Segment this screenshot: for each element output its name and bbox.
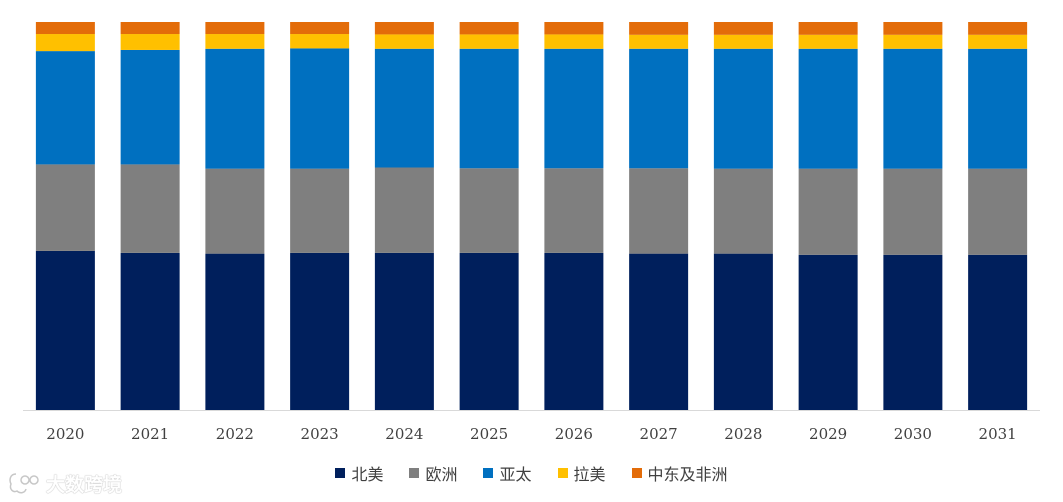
bar-segment-2024-4	[374, 22, 434, 35]
bar-segment-2031-4	[968, 22, 1028, 35]
legend-swatch	[335, 468, 346, 478]
x-tick-label: 2029	[809, 425, 847, 443]
bar-segment-2022-3	[205, 34, 265, 49]
bar-segment-2021-4	[120, 22, 180, 35]
bar-segment-2029-3	[798, 34, 858, 49]
bar-segment-2026-2	[544, 48, 604, 169]
x-tick-label: 2025	[470, 425, 508, 443]
bar-segment-2025-0	[459, 252, 519, 410]
bar-segment-2023-2	[290, 48, 350, 169]
bar-segment-2020-3	[35, 34, 95, 52]
stacked-bar-chart: 2020 2021 2022 2023 2024 2025 2026 2027 2028 2029…	[23, 22, 1040, 443]
bar-segment-2027-4	[629, 22, 689, 35]
bar-segment-2026-3	[544, 34, 604, 49]
legend-swatch	[557, 468, 568, 478]
x-tick-label: 2020	[46, 425, 84, 443]
bar-segment-2030-4	[883, 22, 943, 35]
bar-segment-2021-2	[120, 49, 180, 165]
watermark: 大数跨境	[8, 470, 122, 497]
bar-segment-2025-2	[459, 48, 519, 169]
bar-segment-2024-3	[374, 34, 434, 49]
bar-segment-2026-4	[544, 22, 604, 35]
legend-label: 北美	[351, 465, 384, 484]
bar-segment-2024-1	[374, 167, 434, 253]
bar-segment-2031-1	[968, 168, 1028, 255]
legend-item: 亚太	[483, 461, 532, 485]
bars-group	[35, 22, 1028, 410]
bar-segment-2030-2	[883, 48, 943, 169]
legend-label: 亚太	[499, 465, 532, 484]
bar-segment-2022-2	[205, 48, 265, 169]
bar-segment-2022-0	[205, 253, 265, 410]
bar-segment-2027-0	[629, 253, 689, 410]
bar-segment-2024-0	[374, 252, 434, 410]
bar-segment-2030-1	[883, 168, 943, 255]
bar-segment-2026-1	[544, 168, 604, 253]
bar-segment-2028-0	[713, 253, 773, 410]
bar-segment-2022-1	[205, 168, 265, 254]
bar-segment-2022-4	[205, 22, 265, 35]
bar-segment-2024-2	[374, 48, 434, 168]
bar-segment-2028-3	[713, 34, 773, 49]
bar-segment-2027-3	[629, 34, 689, 49]
bar-segment-2031-2	[968, 48, 1028, 169]
x-tick-label: 2021	[131, 425, 169, 443]
legend-label: 拉美	[573, 465, 606, 484]
bar-segment-2029-1	[798, 168, 858, 255]
bar-segment-2028-4	[713, 22, 773, 35]
bar-segment-2023-0	[290, 252, 350, 410]
legend-item: 北美	[335, 461, 383, 485]
x-tick-label: 2028	[724, 425, 762, 443]
bar-segment-2023-4	[290, 22, 350, 35]
x-tick-label: 2022	[216, 425, 254, 443]
x-tick-label: 2027	[640, 425, 678, 443]
x-tick-label: 2030	[894, 425, 932, 443]
legend-swatch	[631, 468, 642, 478]
bar-segment-2021-3	[120, 34, 180, 50]
bar-segment-2025-4	[459, 22, 519, 35]
bar-segment-2020-2	[35, 51, 95, 165]
bar-segment-2030-3	[883, 34, 943, 49]
legend-item: 欧洲	[409, 461, 457, 485]
bar-segment-2027-1	[629, 168, 689, 254]
bar-segment-2027-2	[629, 48, 689, 169]
legend-label: 中东及非洲	[647, 465, 728, 484]
legend: 北美 欧洲 亚太 拉美 中东及非洲	[0, 461, 1063, 485]
bar-segment-2025-3	[459, 34, 519, 49]
bar-segment-2023-3	[290, 34, 350, 49]
bar-segment-2028-2	[713, 48, 773, 169]
bar-segment-2020-1	[35, 164, 95, 251]
bar-segment-2020-0	[35, 250, 95, 410]
bar-segment-2020-4	[35, 22, 95, 35]
bar-segment-2025-1	[459, 168, 519, 253]
legend-swatch	[483, 468, 494, 478]
legend-label: 欧洲	[425, 465, 458, 484]
x-tick-label: 2031	[979, 425, 1017, 443]
watermark-text: 大数跨境	[46, 474, 123, 496]
x-tick-labels: 2020 2021 2022 2023 2024 2025 2026 2027 2028 2029…	[46, 425, 1016, 443]
bar-segment-2021-0	[120, 252, 180, 410]
legend-swatch	[409, 468, 420, 478]
x-tick-label: 2023	[301, 425, 339, 443]
x-tick-label: 2026	[555, 425, 593, 443]
legend-item: 中东及非洲	[631, 461, 728, 485]
bar-segment-2023-1	[290, 168, 350, 253]
bar-segment-2028-1	[713, 168, 773, 254]
legend-item: 拉美	[557, 461, 606, 485]
x-tick-label: 2024	[385, 425, 423, 443]
bar-segment-2029-2	[798, 48, 858, 169]
bar-segment-2031-3	[968, 34, 1028, 49]
bar-segment-2026-0	[544, 252, 604, 410]
bar-segment-2021-1	[120, 164, 180, 253]
bar-segment-2029-4	[798, 22, 858, 35]
bar-segment-2031-0	[968, 254, 1028, 410]
watermark-logo-icon	[9, 472, 39, 493]
bar-segment-2029-0	[798, 254, 858, 410]
bar-segment-2030-0	[883, 254, 943, 410]
